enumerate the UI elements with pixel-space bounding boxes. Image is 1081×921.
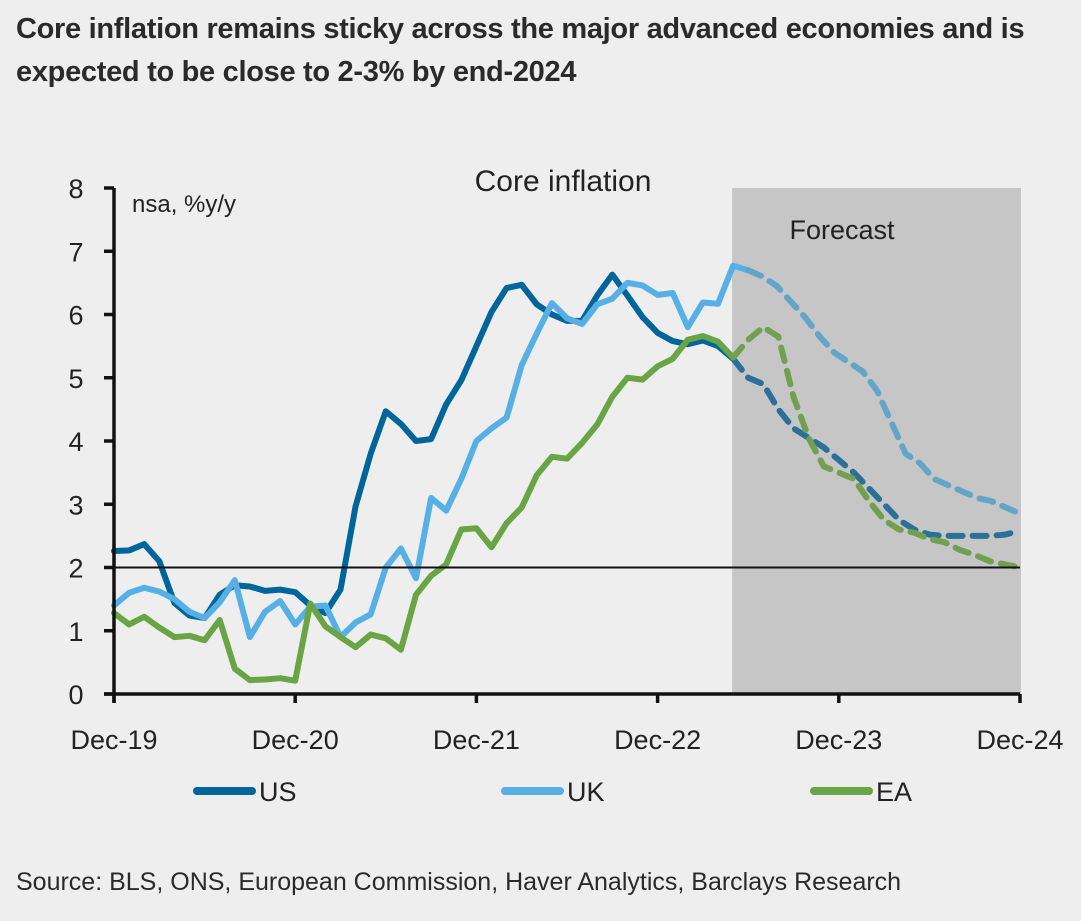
x-tick-label: Dec-23 [795, 725, 882, 755]
series-ea-forecast-line [730, 324, 1023, 571]
series-uk-actual-line [111, 262, 752, 641]
series-uk-forecast-line [745, 267, 1023, 517]
y-tick-label: 3 [68, 490, 83, 520]
x-tick-label: Dec-21 [433, 725, 520, 755]
series-us-actual-line [111, 271, 737, 622]
chart-title: Core inflation [475, 165, 652, 198]
source-note: Source: BLS, ONS, European Commission, H… [16, 868, 902, 896]
x-tick-label: Dec-20 [252, 725, 339, 755]
forecast-label: Forecast [790, 215, 896, 245]
legend: US UK EA [193, 777, 912, 807]
legend-item-us: US [193, 777, 297, 807]
forecast-band [732, 188, 1021, 694]
series-layer [111, 262, 1023, 684]
y-tick-label: 8 [68, 174, 83, 204]
legend-label-ea: EA [876, 777, 912, 807]
series-ea-actual-line [111, 333, 737, 684]
y-tick-label: 5 [68, 364, 83, 394]
legend-label-us: US [259, 777, 297, 807]
headline: Core inflation remains sticky across the… [16, 13, 1025, 88]
y-tick-label: 4 [68, 427, 83, 457]
y-tick-label: 1 [68, 617, 83, 647]
unit-label: nsa, %y/y [132, 191, 236, 218]
legend-label-uk: UK [567, 777, 605, 807]
y-tick-label: 6 [68, 301, 83, 331]
y-tick-label: 2 [68, 554, 83, 584]
x-tick-label: Dec-24 [976, 725, 1063, 755]
axes: 0 1 2 3 4 5 6 7 8 Dec-19 Dec-20 Dec-21 Dec-22 Dec-23 D… [68, 174, 1063, 755]
y-tick-label: 7 [68, 237, 83, 267]
legend-item-uk: UK [501, 777, 605, 807]
y-tick-label: 0 [68, 680, 83, 710]
x-tick-label: Dec-22 [614, 725, 701, 755]
series-us-forecast-line [730, 355, 1023, 539]
legend-item-ea: EA [810, 777, 912, 807]
x-tick-label: Dec-19 [70, 725, 157, 755]
